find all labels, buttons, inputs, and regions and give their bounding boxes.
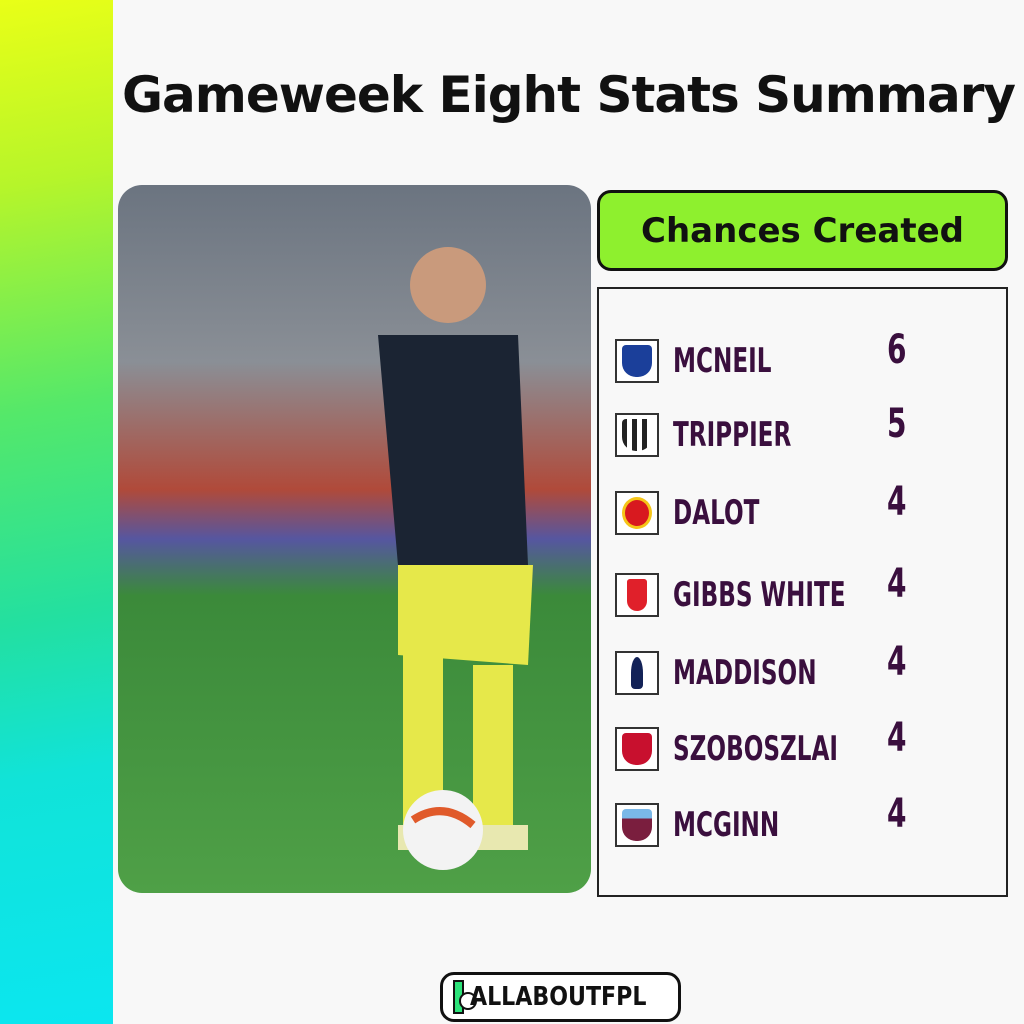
- player-name: MCGINN: [673, 805, 780, 845]
- nottingham-forest-crest-icon: [615, 573, 659, 617]
- aston-villa-crest-icon: [615, 803, 659, 847]
- list-item: DALOT 4: [615, 479, 995, 537]
- list-item: GIBBS WHITE 4: [615, 561, 995, 619]
- stat-value: 4: [887, 561, 907, 607]
- list-item: TRIPPIER 5: [615, 401, 995, 459]
- list-item: MCNEIL 6: [615, 327, 995, 385]
- brand-logo: ALLABOUTFPL: [440, 972, 681, 1022]
- player-figure-icon: [378, 247, 533, 850]
- newcastle-crest-icon: [615, 413, 659, 457]
- player-name: SZOBOSZLAI: [673, 729, 838, 769]
- page-title: Gameweek Eight Stats Summary: [122, 66, 1016, 124]
- player-name: MADDISON: [673, 653, 817, 693]
- brand-name: ALLABOUTFPL: [470, 982, 647, 1012]
- player-name: MCNEIL: [673, 341, 772, 381]
- player-name: TRIPPIER: [673, 415, 792, 455]
- everton-crest-icon: [615, 339, 659, 383]
- football-icon: [403, 790, 483, 870]
- stat-value: 6: [887, 327, 907, 373]
- list-item: MCGINN 4: [615, 791, 995, 849]
- stat-value: 4: [887, 639, 907, 685]
- stat-value: 4: [887, 791, 907, 837]
- section-header: Chances Created: [597, 190, 1008, 271]
- stat-value: 5: [887, 401, 907, 447]
- list-item: MADDISON 4: [615, 639, 995, 697]
- boot-ball-icon: [453, 980, 479, 1014]
- liverpool-crest-icon: [615, 727, 659, 771]
- stat-value: 4: [887, 715, 907, 761]
- player-name: DALOT: [673, 493, 760, 533]
- list-item: SZOBOSZLAI 4: [615, 715, 995, 773]
- man-utd-crest-icon: [615, 491, 659, 535]
- player-photo: [118, 185, 591, 893]
- stat-value: 4: [887, 479, 907, 525]
- tottenham-crest-icon: [615, 651, 659, 695]
- decorative-gradient-strip: [0, 0, 113, 1024]
- stats-list: MCNEIL 6 TRIPPIER 5 DALOT 4 GIBBS WHITE …: [597, 287, 1008, 897]
- player-name: GIBBS WHITE: [673, 575, 846, 615]
